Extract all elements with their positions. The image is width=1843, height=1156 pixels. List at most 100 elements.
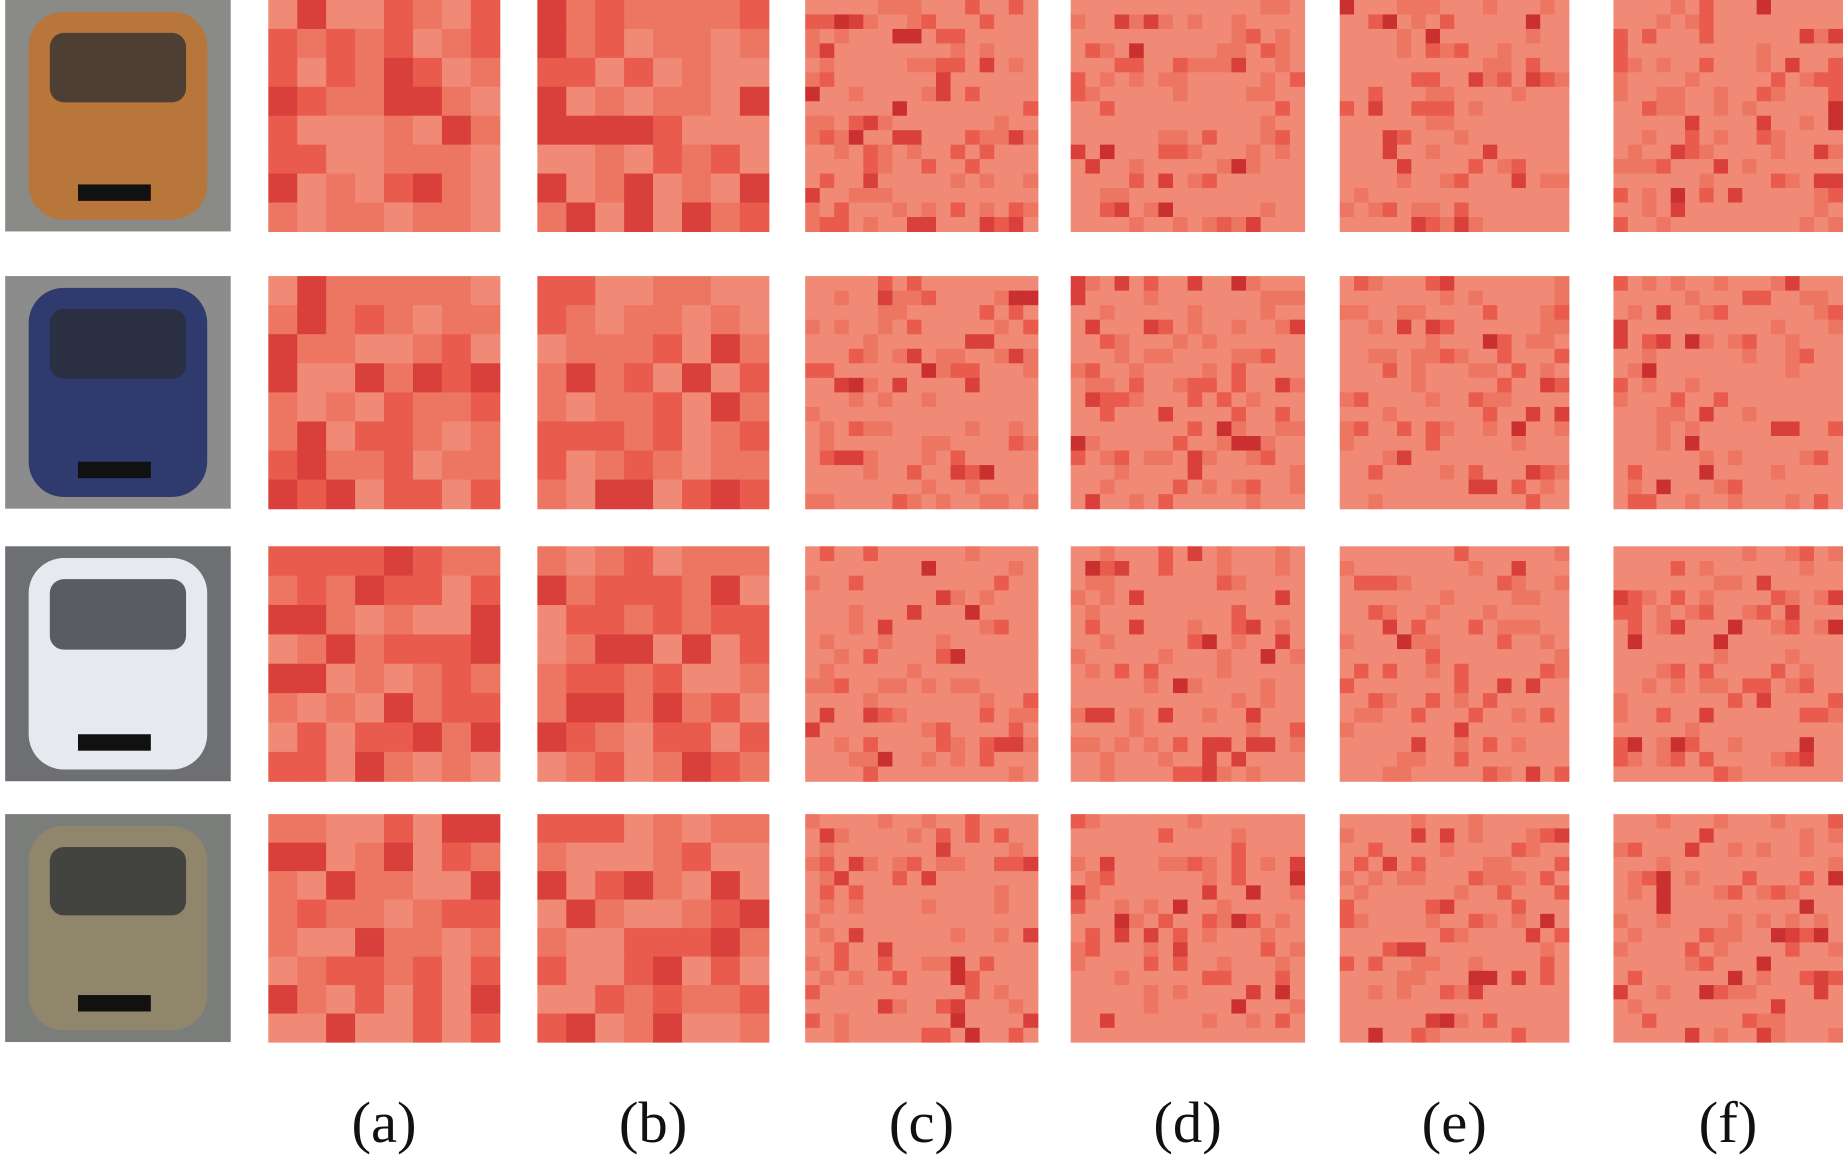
heat-cell (979, 334, 995, 350)
heat-cell (1158, 766, 1174, 782)
heat-cell (1656, 913, 1672, 929)
heat-cell (710, 115, 741, 146)
heat-cell (1685, 43, 1700, 59)
heat-cell (936, 450, 952, 466)
heat-cell (921, 144, 937, 160)
heat-cell (819, 590, 835, 606)
heat-cell (1468, 722, 1484, 738)
heat-cell (710, 871, 741, 901)
heat-cell (834, 871, 850, 886)
heat-cell (1085, 159, 1101, 175)
heat-cell (1187, 290, 1203, 306)
heat-cell (1023, 663, 1039, 680)
heat-cell (1813, 406, 1829, 423)
heat-cell (1368, 28, 1384, 44)
heat-cell (1770, 334, 1786, 350)
heat-cell (1231, 928, 1247, 943)
heat-cell (834, 202, 850, 218)
heat-cell (1511, 319, 1527, 335)
heat-cell (1246, 842, 1262, 858)
heat-cell (1511, 693, 1527, 709)
heat-cell (1627, 276, 1643, 292)
heat-cell (1354, 956, 1369, 972)
heat-cell (384, 899, 414, 929)
heat-cell (1627, 14, 1643, 30)
heat-cell (1699, 693, 1715, 709)
heat-cell (1231, 57, 1247, 73)
heat-cell (595, 663, 625, 694)
heat-cell (1246, 465, 1262, 481)
heat-cell (848, 766, 864, 782)
heat-cell (936, 663, 952, 680)
heat-cell (1670, 814, 1686, 829)
heat-cell (950, 634, 966, 650)
heat-cell (921, 305, 937, 321)
heat-cell (834, 319, 850, 335)
heat-cell (892, 751, 908, 768)
heat-cell (1713, 465, 1729, 481)
heat-cell (1785, 928, 1801, 943)
heat-cell (1727, 663, 1743, 680)
heat-cell (297, 751, 327, 782)
heat-cell (1425, 202, 1441, 218)
heat-cell (848, 575, 864, 591)
heat-cell (1172, 678, 1189, 694)
heat-cell (1454, 871, 1470, 886)
heat-cell (1339, 43, 1355, 59)
heat-cell (994, 406, 1010, 423)
heat-cell (1202, 737, 1218, 753)
heat-cell (1411, 649, 1427, 665)
heat-cell (384, 956, 414, 986)
heat-cell (566, 1013, 596, 1043)
heat-cell (1454, 43, 1470, 59)
heat-cell (1425, 1013, 1441, 1029)
heat-cell (877, 560, 894, 577)
heat-cell (1828, 899, 1843, 915)
heat-cell (566, 842, 596, 872)
heat-cell (441, 305, 472, 335)
heat-cell (1099, 334, 1116, 350)
heat-cell (1187, 590, 1203, 606)
heat-cell (1202, 707, 1218, 724)
heat-cell (1727, 494, 1743, 510)
heat-cell (848, 72, 864, 88)
heat-cell (1023, 1013, 1039, 1029)
heat-cell (1813, 305, 1829, 321)
heat-cell (1216, 999, 1233, 1015)
heat-cell (936, 942, 952, 958)
heat-cell (1468, 885, 1484, 901)
heat-cell (1828, 999, 1843, 1015)
heat-cell (326, 956, 356, 986)
heat-cell (595, 899, 625, 929)
heat-cell (710, 305, 741, 335)
heat-cell (1339, 86, 1355, 102)
heat-cell (1158, 899, 1174, 915)
heat-cell (1260, 913, 1276, 929)
heat-cell (1099, 546, 1116, 562)
heat-cell (1742, 707, 1758, 724)
heat-cell (1396, 86, 1412, 102)
heat-cell (848, 159, 864, 175)
heat-cell (1554, 494, 1570, 510)
heat-cell (1670, 159, 1686, 175)
heat-cell (1382, 494, 1398, 510)
heat-cell (297, 722, 327, 753)
heat-cell (1368, 707, 1384, 724)
heat-cell (892, 450, 908, 466)
heat-cell (1511, 828, 1527, 844)
heat-cell (739, 634, 770, 665)
heat-cell (537, 392, 567, 423)
heat-cell (1260, 305, 1276, 321)
heat-cell (1023, 842, 1039, 858)
heat-cell (1627, 290, 1643, 306)
heat-cell (1497, 276, 1513, 292)
heat-cell (624, 392, 654, 423)
heat-cell (1468, 465, 1484, 481)
heat-cell (1642, 871, 1657, 886)
heat-cell (1670, 871, 1686, 886)
heat-cell (863, 899, 879, 915)
heat-cell (1172, 348, 1189, 364)
heat-cell (1468, 144, 1484, 160)
heat-cell (1260, 928, 1276, 943)
heat-cell (1613, 737, 1629, 753)
